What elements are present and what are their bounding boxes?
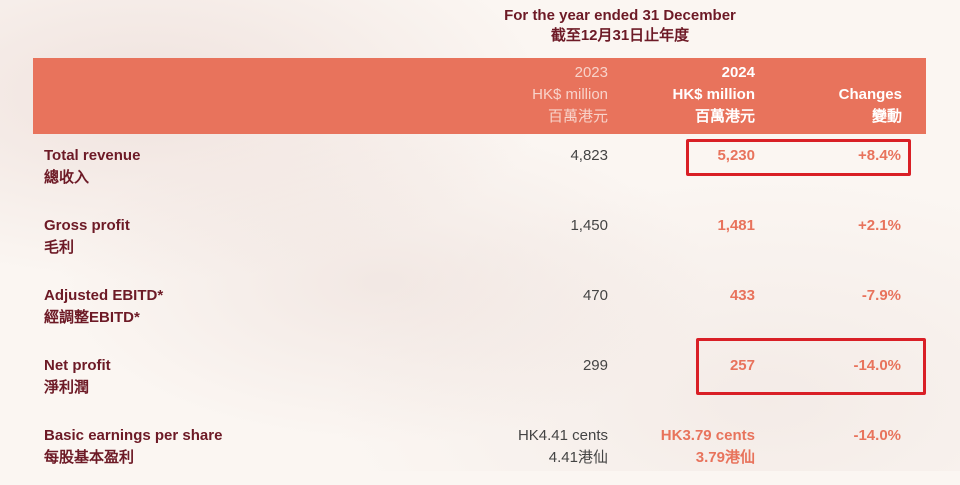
table-row-total-revenue: Total revenue 總收入 4,823 5,230 +8.4% [0,145,960,205]
row-label-zh: 毛利 [44,239,75,256]
row-label-en: Total revenue [44,147,141,164]
value-change: -14.0% [853,357,901,374]
row-label: Gross profit 毛利 [44,215,130,259]
row-label-en: Net profit [44,357,111,374]
header-2023: 2023 HK$ million 百萬港元 [532,62,608,128]
header-2023-year: 2023 [574,64,608,81]
row-label: Total revenue 總收入 [44,145,140,189]
value-2023-en: HK4.41 cents [517,427,608,444]
value-2024-en: HK3.79 cents [660,427,755,444]
table-row-basic-eps: Basic earnings per share 每股基本盈利 HK4.41 c… [0,425,960,485]
value-2024: HK3.79 cents 3.79港仙 [661,425,755,469]
header-2024-unit-en: HK$ million [672,86,755,103]
table-row-adjusted-ebitd: Adjusted EBITD* 經調整EBITD* 470 433 -7.9% [0,285,960,345]
row-label: Adjusted EBITD* 經調整EBITD* [44,285,163,329]
value-change: +8.4% [858,147,901,164]
table-row-gross-profit: Gross profit 毛利 1,450 1,481 +2.1% [0,215,960,275]
row-label-zh: 總收入 [44,169,90,186]
header-2024-unit-zh: 百萬港元 [694,108,755,125]
value-2024: 5,230 [717,147,755,164]
period-heading-en: For the year ended 31 December [504,7,736,24]
row-label-zh: 每股基本盈利 [44,449,135,466]
header-2023-unit-zh: 百萬港元 [547,108,608,125]
value-2024: 257 [729,357,755,374]
value-2023: 1,450 [570,217,608,234]
value-change: -7.9% [861,287,901,304]
row-label-en: Adjusted EBITD* [44,287,164,304]
value-change: +2.1% [858,217,901,234]
highlight-box-net-profit [696,338,926,395]
row-label: Net profit 淨利潤 [44,355,111,399]
header-changes-zh: 變動 [871,108,902,125]
value-2023: 4,823 [570,147,608,164]
row-label: Basic earnings per share 每股基本盈利 [44,425,222,469]
value-2024: 433 [729,287,755,304]
header-2024-year: 2024 [721,64,755,81]
header-changes-en: Changes [838,86,902,103]
value-change: -14.0% [853,427,901,444]
value-2023: 299 [582,357,608,374]
header-changes: Changes 變動 [839,84,902,128]
value-2024: 1,481 [717,217,755,234]
table-row-net-profit: Net profit 淨利潤 299 257 -14.0% [0,355,960,415]
highlight-box-total-revenue [686,139,911,176]
row-label-zh: 淨利潤 [44,379,90,396]
table-header-band: 2023 HK$ million 百萬港元 2024 HK$ million 百… [33,58,926,134]
value-2023: HK4.41 cents 4.41港仙 [518,425,608,469]
row-label-zh: 經調整EBITD* [44,309,140,326]
row-label-en: Basic earnings per share [44,427,223,444]
period-heading: For the year ended 31 December 截至12月31日止… [420,6,820,46]
period-heading-zh: 截至12月31日止年度 [550,27,690,44]
value-2023: 470 [582,287,608,304]
value-2023-zh: 4.41港仙 [548,449,608,466]
value-2024-zh: 3.79港仙 [695,449,755,466]
header-2023-unit-en: HK$ million [532,86,608,103]
header-2024: 2024 HK$ million 百萬港元 [672,62,755,128]
row-label-en: Gross profit [44,217,130,234]
